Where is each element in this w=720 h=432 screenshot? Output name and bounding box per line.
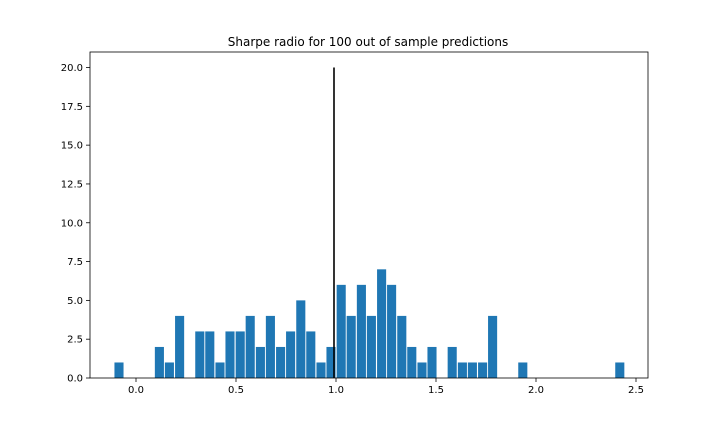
y-axis: 0.0 2.5 5.0 7.5 10.0 12.5 15.0 17.5 20.0 xyxy=(61,63,90,385)
histogram-bar xyxy=(114,362,124,378)
histogram-bar xyxy=(296,300,306,378)
histogram-bar xyxy=(164,362,174,378)
histogram-bar xyxy=(316,362,326,378)
x-tick-label: 1.5 xyxy=(428,385,444,396)
x-tick-label: 2.0 xyxy=(528,385,544,396)
histogram-bar xyxy=(235,331,245,378)
histogram-bar xyxy=(336,284,346,378)
histogram-bar xyxy=(417,362,427,378)
x-tick-label: 2.5 xyxy=(628,385,644,396)
histogram-bar xyxy=(205,331,215,378)
bars-group xyxy=(114,269,625,378)
y-tick-label: 15.0 xyxy=(61,141,83,152)
y-tick-label: 0.0 xyxy=(67,374,83,385)
histogram-bar xyxy=(377,269,387,378)
histogram-bar xyxy=(154,346,164,378)
histogram-bar xyxy=(326,346,336,378)
histogram-bar xyxy=(397,315,407,378)
x-axis: 0.0 0.5 1.0 1.5 2.0 2.5 xyxy=(128,378,644,396)
y-tick-label: 17.5 xyxy=(61,102,83,113)
y-tick-label: 2.5 xyxy=(67,335,83,346)
plot-frame xyxy=(89,51,649,379)
y-tick-label: 5.0 xyxy=(67,296,83,307)
y-tick-label: 7.5 xyxy=(67,257,83,268)
histogram-bar xyxy=(447,346,457,378)
histogram-bar xyxy=(366,315,376,378)
histogram-bar xyxy=(615,362,625,378)
x-tick-label: 0.0 xyxy=(128,385,144,396)
histogram-bar xyxy=(478,362,488,378)
histogram-bar xyxy=(215,362,225,378)
histogram-bar xyxy=(407,346,417,378)
histogram-bar xyxy=(175,315,185,378)
histogram-bar xyxy=(518,362,528,378)
histogram-bar xyxy=(488,315,498,378)
histogram-bar xyxy=(225,331,235,378)
histogram-bar xyxy=(255,346,265,378)
y-tick-label: 20.0 xyxy=(61,63,83,74)
histogram-bar xyxy=(467,362,477,378)
histogram-bar xyxy=(306,331,316,378)
histogram-bar xyxy=(195,331,205,378)
x-tick-label: 0.5 xyxy=(228,385,244,396)
histogram-bar xyxy=(387,284,397,378)
histogram-bar xyxy=(457,362,467,378)
y-tick-label: 10.0 xyxy=(61,218,83,229)
histogram-bar xyxy=(346,315,356,378)
y-tick-label: 12.5 xyxy=(61,179,83,190)
chart-title: Sharpe radio for 100 out of sample predi… xyxy=(228,35,509,49)
histogram-bar xyxy=(276,346,286,378)
histogram-bar xyxy=(286,331,296,378)
histogram-bar xyxy=(427,346,437,378)
histogram-bar xyxy=(265,315,275,378)
histogram-bar xyxy=(356,284,366,378)
x-tick-label: 1.0 xyxy=(328,385,344,396)
histogram-bar xyxy=(245,315,255,378)
